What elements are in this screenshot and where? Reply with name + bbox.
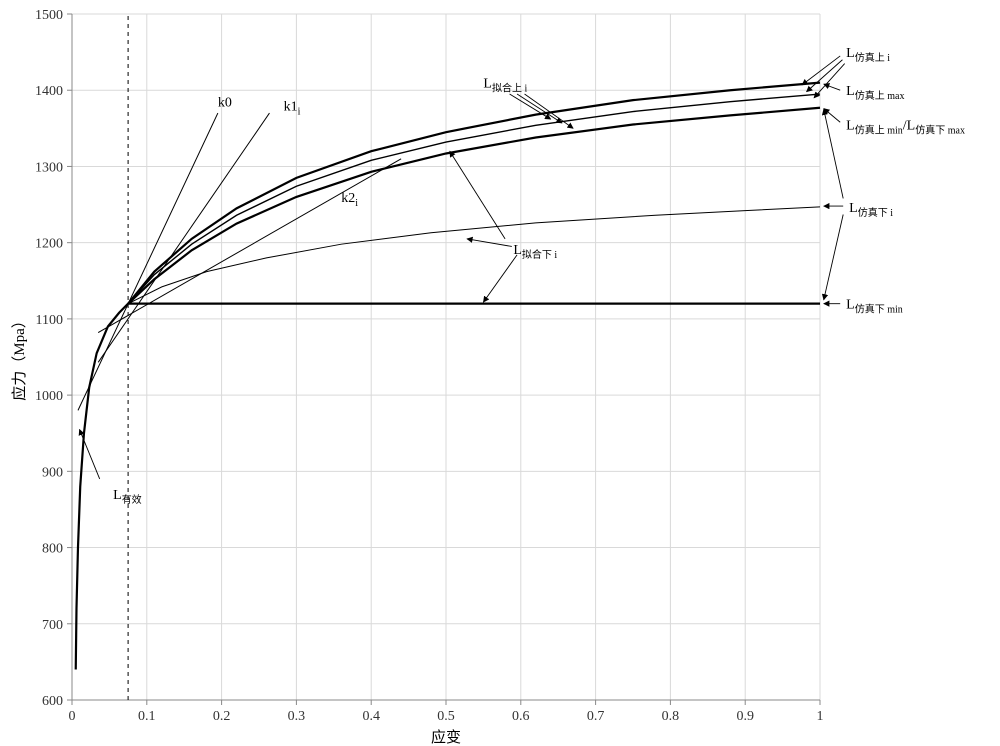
- annotation-L_sim_upper_max_label: L仿真上 max: [846, 84, 904, 102]
- y-axis-label: 应力（Mpa）: [10, 313, 28, 401]
- curve-L_sim_lower_i: [128, 207, 820, 304]
- annotation-L_fit_lower_label: L拟合下 i: [513, 243, 557, 261]
- x-tick-label: 0.2: [213, 709, 231, 724]
- annotation-L_sim_upper_min_lower_max_label: L仿真上 min/L仿真下 max: [846, 119, 965, 137]
- annotation-k0_label: k0: [218, 96, 232, 111]
- x-tick-label: 0.7: [587, 709, 605, 724]
- x-tick-label: 0: [69, 709, 76, 724]
- annotation-L_sim_lower_min_label: L仿真下 min: [846, 298, 903, 316]
- annotation-k2_label: k2i: [341, 191, 358, 209]
- chart-container: 600 700 800 900 1000 1100 1200 1300 1400 1500 0 0.1…: [0, 0, 1000, 746]
- x-axis-label: 应变: [431, 728, 461, 746]
- curve-k2: [98, 159, 401, 333]
- y-tick-label: 900: [42, 465, 63, 480]
- x-tick-label: 0.9: [736, 709, 754, 724]
- y-tick-label: 1300: [35, 160, 63, 175]
- y-tick-label: 1100: [36, 313, 63, 328]
- y-tick-label: 600: [42, 694, 63, 709]
- y-tick-label: 1000: [35, 389, 63, 404]
- x-tick-label: 0.6: [512, 709, 530, 724]
- x-tick-label: 0.1: [138, 709, 156, 724]
- annotation-L_valid_label: L有效: [113, 488, 142, 506]
- curve-L_sim_upper_i: [128, 94, 820, 304]
- annotation-L_sim_upper_i_label: L仿真上 i: [846, 46, 890, 64]
- x-tick-label: 0.3: [288, 709, 306, 724]
- y-tick-label: 1400: [35, 84, 63, 99]
- x-tick-label: 0.8: [662, 709, 680, 724]
- y-tick-label: 700: [42, 618, 63, 633]
- annotation-L_sim_lower_i_label: L仿真下 i: [849, 201, 893, 219]
- stress-strain-chart: 600 700 800 900 1000 1100 1200 1300 1400 1500 0 0.1…: [0, 0, 1000, 746]
- x-tick-label: 1: [817, 709, 824, 724]
- y-tick-label: 1500: [35, 8, 63, 23]
- y-tick-label: 1200: [35, 237, 63, 252]
- x-tick-label: 0.4: [362, 709, 380, 724]
- y-tick-label: 800: [42, 542, 63, 557]
- annotation-k1_label: k1i: [284, 99, 301, 117]
- curve-k1: [98, 113, 269, 362]
- x-tick-label: 0.5: [437, 709, 455, 724]
- curve-k0: [78, 113, 218, 410]
